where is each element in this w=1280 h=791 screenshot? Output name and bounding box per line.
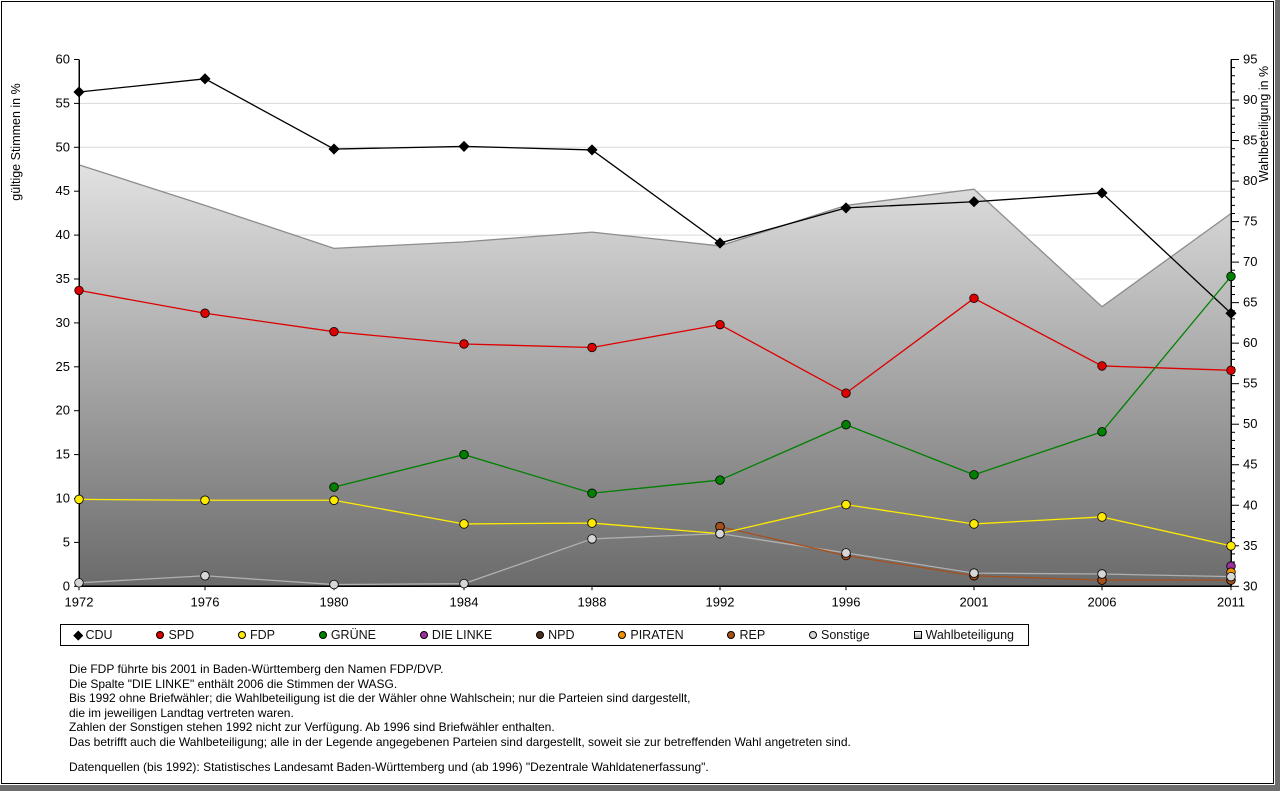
svg-text:2006: 2006: [1088, 594, 1117, 609]
svg-text:50: 50: [56, 139, 70, 154]
svg-text:1992: 1992: [706, 594, 735, 609]
svg-text:70: 70: [1243, 254, 1257, 269]
svg-text:35: 35: [1243, 538, 1257, 553]
svg-text:60: 60: [56, 52, 70, 67]
svg-text:10: 10: [56, 491, 70, 506]
svg-text:1972: 1972: [65, 594, 94, 609]
svg-text:45: 45: [56, 183, 70, 198]
svg-text:35: 35: [56, 271, 70, 286]
svg-text:5: 5: [63, 534, 70, 549]
svg-text:25: 25: [56, 359, 70, 374]
svg-text:2001: 2001: [960, 594, 989, 609]
svg-text:2011: 2011: [1217, 594, 1245, 609]
svg-text:20: 20: [56, 403, 70, 418]
svg-text:80: 80: [1243, 173, 1257, 188]
svg-text:1976: 1976: [191, 594, 220, 609]
svg-text:55: 55: [56, 95, 70, 110]
svg-text:90: 90: [1243, 92, 1257, 107]
svg-text:40: 40: [1243, 497, 1257, 512]
svg-text:30: 30: [56, 315, 70, 330]
svg-text:30: 30: [1243, 578, 1257, 593]
svg-text:1988: 1988: [578, 594, 607, 609]
svg-text:75: 75: [1243, 214, 1257, 229]
svg-text:40: 40: [56, 227, 70, 242]
svg-text:Wahlbeteiligung in %: Wahlbeteiligung in %: [1257, 66, 1271, 182]
svg-text:1980: 1980: [320, 594, 349, 609]
svg-text:15: 15: [56, 447, 70, 462]
svg-text:60: 60: [1243, 335, 1257, 350]
svg-text:1996: 1996: [832, 594, 861, 609]
svg-text:65: 65: [1243, 295, 1257, 310]
svg-text:85: 85: [1243, 133, 1257, 148]
svg-text:95: 95: [1243, 52, 1257, 67]
svg-text:gültige Stimmen in %: gültige Stimmen in %: [9, 83, 23, 200]
svg-text:0: 0: [63, 578, 70, 593]
svg-text:55: 55: [1243, 376, 1257, 391]
svg-text:45: 45: [1243, 457, 1257, 472]
svg-text:1984: 1984: [450, 594, 479, 609]
svg-text:50: 50: [1243, 416, 1257, 431]
